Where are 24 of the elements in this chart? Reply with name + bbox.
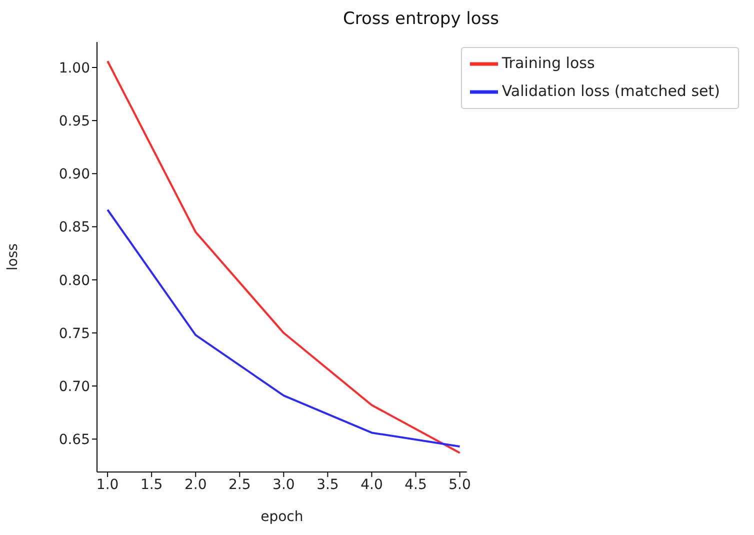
x-axis-title: epoch [260,509,304,525]
x-tick-label: 1.5 [140,476,163,493]
legend-label: Validation loss (matched set) [502,82,720,100]
y-tick-label: 1.00 [58,60,90,76]
x-tick-label: 5.0 [448,476,471,493]
y-tick-label: 0.70 [58,378,90,395]
line-series [106,208,461,448]
x-tick-label: 3.5 [316,476,339,493]
chart-title: Cross entropy loss [342,8,500,31]
x-tick-label: 4.0 [360,476,383,493]
y-tick-label: 0.65 [58,432,90,448]
x-tick-label: 1.0 [96,476,119,493]
x-tick-label: 4.5 [404,476,427,493]
x-tick-label: 2.5 [228,476,251,493]
y-tick-label: 0.80 [58,272,90,289]
legend-label: Training loss [502,54,595,72]
y-tick-label: 0.75 [58,326,90,342]
y-tick-label: 0.95 [58,114,90,130]
y-tick-label: 0.85 [58,220,90,236]
x-tick-label: 3.0 [272,476,295,493]
x-tick-label: 2.0 [184,476,207,493]
line-series [106,60,461,454]
y-axis-title: loss [4,243,21,271]
y-tick-label: 0.90 [58,166,90,183]
